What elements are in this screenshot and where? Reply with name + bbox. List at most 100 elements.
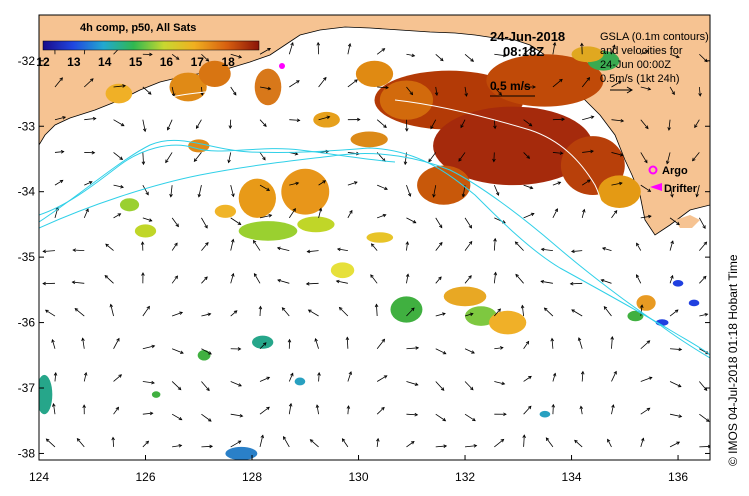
velocity-arrowhead [117,213,122,217]
velocity-vector [165,152,173,163]
velocity-vector [699,276,707,284]
velocity-arrowhead [644,159,648,164]
velocity-arrowhead [522,434,526,438]
colorbar-label: 13 [67,55,81,69]
velocity-arrowhead [678,414,683,418]
velocity-vector [201,313,211,317]
gsla-contour-3 [39,144,396,216]
velocity-arrowhead [590,115,595,119]
velocity-vector [640,86,651,90]
velocity-arrowhead [141,272,145,276]
velocity-arrowhead [613,209,618,214]
velocity-arrowhead [551,403,556,408]
velocity-arrowhead [678,347,683,352]
velocity-vector [230,185,234,197]
velocity-arrowhead [635,274,640,278]
velocity-arrowhead [676,441,681,445]
y-tick-label: -32 [18,54,36,68]
velocity-vector [523,184,533,189]
velocity-arrowhead [142,128,147,133]
velocity-arrowhead [443,444,448,448]
velocity-arrowhead [613,370,617,375]
velocity-vector [494,53,506,57]
velocity-arrowhead [239,413,244,418]
velocity-vector [570,282,583,285]
velocity-vector [611,182,623,186]
sst-patch [443,286,487,307]
velocity-vector [172,312,183,317]
legend-argo-icon [648,165,658,175]
colorbar-ramp [42,40,260,51]
velocity-arrowhead [262,156,266,161]
velocity-arrowhead [415,346,420,350]
velocity-vector [201,53,209,62]
velocity-arrowhead [149,411,154,416]
velocity-vector [611,119,624,122]
velocity-vector [669,217,680,225]
velocity-arrowhead [554,208,558,212]
velocity-vector [142,217,152,222]
velocity-arrowhead [442,417,447,422]
velocity-arrowhead [590,149,594,154]
velocity-vector [640,438,644,448]
velocity-arrowhead [231,238,235,243]
gsla-contour-2 [39,139,710,356]
velocity-arrowhead [385,85,389,90]
sst-patch [225,446,258,460]
velocity-vector [544,307,554,317]
y-tick-label: -33 [18,119,36,133]
velocity-arrowhead [412,220,417,224]
sst-patch [134,224,157,238]
velocity-arrowhead [71,280,76,285]
velocity-arrowhead [619,153,624,157]
sst-patch [627,310,644,322]
velocity-vector [460,119,466,128]
velocity-arrowhead [381,338,386,343]
velocity-vector [288,373,294,382]
velocity-vector [230,440,242,448]
velocity-arrowhead [145,191,149,196]
velocity-arrowhead [468,224,472,229]
velocity-arrowhead [540,247,545,252]
velocity-vector [342,438,349,448]
sst-patch [390,296,423,323]
velocity-vector [435,413,446,422]
velocity-vector [640,119,649,129]
y-tick-label: -34 [18,185,36,199]
velocity-vector [523,405,532,415]
sst-patch [598,175,641,209]
velocity-vector [112,437,114,447]
velocity-vector [435,217,443,228]
velocity-arrowhead [670,240,674,245]
velocity-arrowhead [428,158,432,163]
velocity-arrowhead [527,405,532,410]
velocity-arrowhead [580,42,584,47]
velocity-arrowhead [677,383,682,388]
axis-ticks: 124 126 128 130 132 134 136 -32 -33 -34 -35 -36 -37 -… [18,54,710,484]
velocity-arrowhead [692,157,696,162]
velocity-arrowhead [74,308,79,312]
sst-patch [688,299,700,307]
velocity-vector [523,376,532,382]
velocity-arrowhead [618,80,622,85]
velocity-vector [228,152,232,163]
velocity-vector [308,309,319,317]
velocity-arrowhead [335,279,340,284]
velocity-vector [142,152,144,165]
velocity-vector [552,152,563,154]
velocity-vector [376,375,388,382]
velocity-vector [54,372,57,382]
velocity-vector [196,119,202,129]
velocity-vector [551,338,554,349]
velocity-vector [406,86,413,95]
velocity-vector [54,151,64,153]
velocity-vector [318,208,322,218]
velocity-arrowhead [288,402,293,407]
info-line-4: 0.5m/s (1kt 24h) [600,73,679,85]
velocity-arrowhead [349,209,353,214]
velocity-arrowhead [267,86,272,91]
velocity-vector [254,273,261,284]
velocity-arrowhead [231,193,235,198]
velocity-arrowhead [407,193,412,197]
map-time: 08:18Z [503,44,544,59]
